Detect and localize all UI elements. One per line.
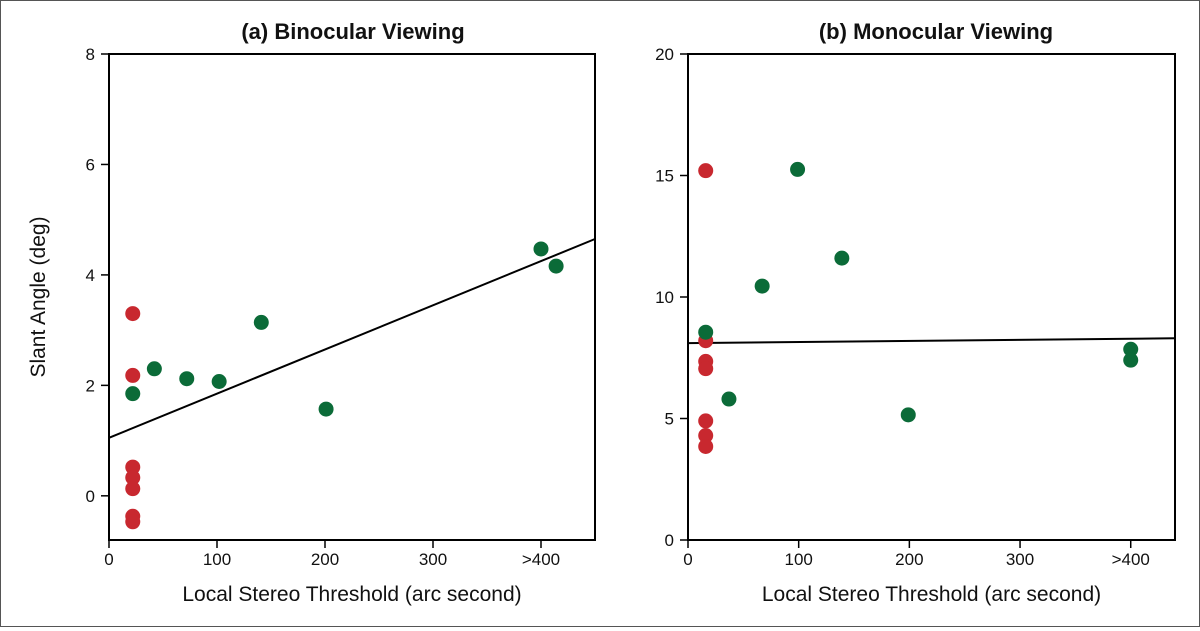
data-point-green: [179, 371, 195, 387]
data-point-green: [253, 314, 269, 330]
y-tick-label: 8: [86, 45, 95, 64]
data-point-red: [698, 428, 714, 444]
data-point-red: [125, 459, 141, 475]
y-tick-label: 0: [665, 531, 674, 550]
data-point-red: [125, 470, 141, 486]
x-tick-label: 200: [311, 550, 339, 569]
y-tick-label: 0: [86, 487, 95, 506]
x-axis-label: Local Stereo Threshold (arc second): [182, 583, 521, 606]
data-point-red: [698, 361, 714, 377]
data-point-red: [698, 413, 714, 429]
data-point-green: [125, 386, 141, 402]
chart-panel-a: (a) Binocular Viewing 0 100 200 300 >400 0 2 4 6 8…: [27, 19, 596, 606]
data-point-green: [146, 361, 162, 377]
x-tick-label: 300: [419, 550, 447, 569]
y-tick-label: 5: [665, 410, 674, 429]
data-point-green: [698, 324, 714, 340]
x-axis-label: Local Stereo Threshold (arc second): [762, 583, 1101, 606]
x-tick-label: 100: [203, 550, 231, 569]
data-point-green: [721, 391, 737, 407]
x-tick-label: 100: [784, 550, 812, 569]
x-tick-label: 200: [895, 550, 923, 569]
x-tick-label: 0: [104, 550, 113, 569]
data-point-green: [211, 373, 227, 389]
data-point-green: [900, 407, 916, 423]
x-tick-label: 300: [1006, 550, 1034, 569]
x-tick-label: >400: [522, 550, 560, 569]
y-tick-label: 20: [655, 45, 674, 64]
data-point-green: [754, 278, 770, 294]
data-point-red: [125, 306, 141, 322]
x-tick-label: >400: [1112, 550, 1150, 569]
y-tick-label: 2: [86, 376, 95, 395]
data-point-red: [698, 438, 714, 454]
data-point-green: [318, 401, 334, 417]
chart-panel-b: (b) Monocular Viewing 0 100 200 300 >400 0 5 10 1…: [655, 19, 1176, 606]
x-tick-label: 0: [683, 550, 692, 569]
data-point-red: [125, 481, 141, 497]
y-tick-label: 6: [86, 155, 95, 174]
y-axis-label: Slant Angle (deg): [27, 216, 50, 377]
y-tick-label: 15: [655, 167, 674, 186]
data-point-green: [533, 241, 549, 257]
data-point-green: [1123, 352, 1139, 368]
data-point-red: [698, 163, 714, 179]
y-tick-label: 10: [655, 288, 674, 307]
plot-frame: [687, 53, 1176, 541]
plot-frame: [108, 53, 596, 541]
y-tick-label: 4: [86, 266, 95, 285]
data-point-red: [125, 367, 141, 383]
regression-line: [108, 238, 596, 439]
chart-title: (b) Monocular Viewing: [819, 19, 1053, 44]
data-point-green: [1123, 341, 1139, 357]
data-point-green: [790, 161, 806, 177]
data-point-red: [125, 514, 141, 530]
chart-title: (a) Binocular Viewing: [241, 19, 464, 44]
data-point-green: [548, 258, 564, 274]
data-point-green: [834, 250, 850, 266]
regression-line: [687, 337, 1176, 345]
